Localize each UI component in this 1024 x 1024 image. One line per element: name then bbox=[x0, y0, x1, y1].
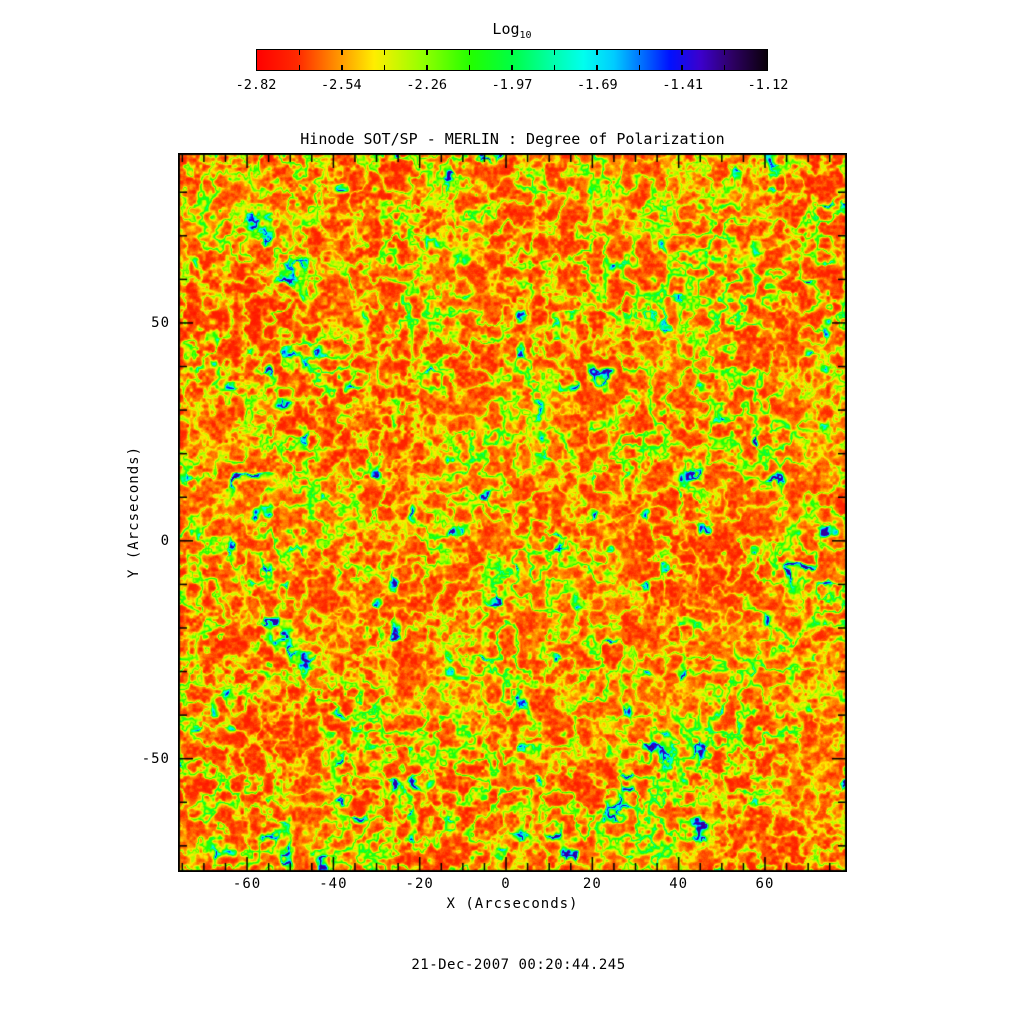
colorbar-tick-label: -2.54 bbox=[321, 77, 362, 93]
colorbar-tick bbox=[383, 65, 386, 70]
colorbar-tick bbox=[681, 50, 683, 55]
colorbar-tick bbox=[468, 65, 471, 70]
x-tick-label: 40 bbox=[669, 876, 689, 892]
colorbar-title-text: Log bbox=[492, 20, 520, 38]
x-axis-title: X (Arcseconds) bbox=[446, 896, 579, 912]
y-tick-label: 50 bbox=[151, 314, 170, 331]
colorbar-tick-label: -1.41 bbox=[662, 77, 703, 93]
colorbar-tick bbox=[298, 50, 301, 55]
colorbar-tick bbox=[341, 65, 343, 70]
colorbar-tick bbox=[511, 65, 513, 70]
footer-timestamp: 21-Dec-2007 00:20:44.245 bbox=[411, 957, 626, 973]
polarization-heatmap-canvas bbox=[178, 153, 847, 872]
colorbar-tick bbox=[511, 50, 513, 55]
colorbar-title: Log10 bbox=[256, 20, 768, 41]
colorbar-tick bbox=[426, 50, 428, 55]
x-tick-label: -60 bbox=[232, 876, 262, 892]
colorbar-tick bbox=[723, 65, 726, 70]
colorbar-tick-label: -1.12 bbox=[747, 77, 789, 93]
x-tick-label: 20 bbox=[582, 876, 602, 892]
colorbar-tick bbox=[341, 50, 343, 55]
colorbar-tick bbox=[298, 65, 301, 70]
y-tick-label: 0 bbox=[160, 532, 170, 549]
colorbar-tick bbox=[681, 65, 683, 70]
colorbar-tick bbox=[553, 65, 556, 70]
colorbar-tick bbox=[638, 65, 641, 70]
x-tick-label: 60 bbox=[755, 876, 775, 892]
colorbar-tick bbox=[468, 50, 471, 55]
x-tick-label: 0 bbox=[501, 876, 511, 892]
colorbar-tick bbox=[383, 50, 386, 55]
colorbar-tick bbox=[723, 50, 726, 55]
colorbar-tick bbox=[426, 65, 428, 70]
colorbar-tick bbox=[553, 50, 556, 55]
colorbar-tick bbox=[638, 50, 641, 55]
colorbar-tick bbox=[596, 50, 598, 55]
colorbar-tick bbox=[596, 65, 598, 70]
x-tick-label: -40 bbox=[319, 876, 348, 892]
y-axis-title: Y (Arcseconds) bbox=[126, 445, 142, 579]
colorbar bbox=[256, 49, 768, 71]
plot-title: Hinode SOT/SP - MERLIN : Degree of Polar… bbox=[300, 130, 725, 148]
colorbar-tick-label: -1.69 bbox=[577, 77, 618, 93]
colorbar-title-subscript: 10 bbox=[519, 30, 532, 41]
colorbar-tick-label: -2.26 bbox=[406, 77, 447, 93]
y-tick-label: -50 bbox=[141, 750, 170, 767]
colorbar-tick-label: -1.97 bbox=[491, 77, 533, 93]
colorbar-label-row: -2.82 -2.54 -2.26 -1.97 -1.69 -1.41 -1.12 bbox=[236, 77, 789, 93]
x-tick-label: -20 bbox=[405, 876, 434, 892]
colorbar-tick-label: -2.82 bbox=[235, 77, 277, 93]
